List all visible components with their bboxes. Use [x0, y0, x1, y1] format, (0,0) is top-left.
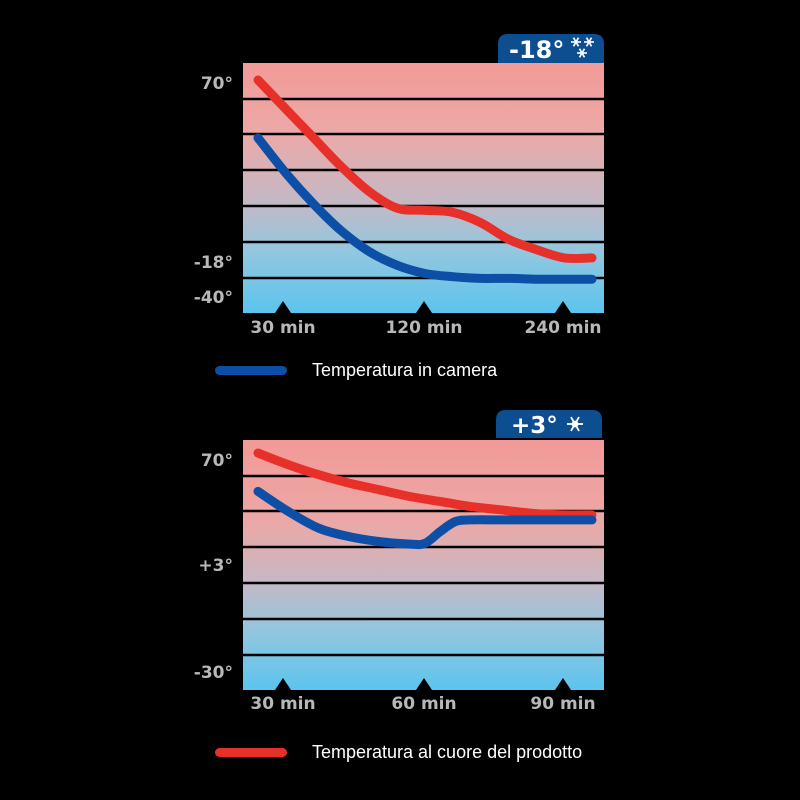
legend-chamber: Temperatura in camera	[215, 358, 497, 382]
x-tick-label: 90 min	[530, 694, 595, 714]
legend-chamber-label: Temperatura in camera	[312, 359, 498, 380]
y-tick-label: -40°	[194, 288, 233, 308]
plot-area	[243, 440, 604, 690]
y-tick-label: 70°	[201, 451, 233, 471]
series-lines	[253, 448, 597, 550]
y-tick-label: 70°	[201, 74, 233, 94]
legend-product-swatch	[215, 747, 287, 757]
x-tick-label: 60 min	[391, 694, 456, 714]
y-tick-label: -30°	[194, 663, 233, 683]
x-tick-label: 30 min	[250, 694, 315, 714]
snowflake-icon	[567, 416, 583, 432]
x-tick-markers	[275, 678, 571, 690]
badge-temperature: -18°	[509, 36, 564, 64]
y-tick-label: -18°	[194, 253, 233, 273]
chart-freezing: -18° 70° -18° -40° 30 min 120 min 240 mi…	[194, 34, 604, 338]
y-tick-label: +3°	[198, 556, 233, 576]
badge-temperature: +3°	[511, 413, 558, 439]
chart-chilling: +3° 70° +3° -30° 30 min 60 min 90 min	[194, 410, 604, 714]
snowflake-cluster-icon	[571, 37, 594, 58]
series-line-product	[253, 448, 597, 520]
legend-chamber-swatch	[215, 365, 287, 375]
badge-background	[496, 410, 602, 438]
x-tick-label: 120 min	[385, 318, 462, 338]
x-tick-label: 30 min	[250, 318, 315, 338]
series-line-chamber	[253, 486, 597, 550]
series-line-chamber	[253, 133, 597, 284]
series-lines	[253, 75, 597, 284]
x-tick-markers	[275, 301, 571, 313]
series-line-product	[253, 75, 597, 263]
legend-product: Temperatura al cuore del prodotto	[215, 740, 582, 764]
legend-product-label: Temperatura al cuore del prodotto	[312, 741, 583, 762]
grid-lines	[243, 97, 604, 280]
x-tick-label: 240 min	[524, 318, 601, 338]
